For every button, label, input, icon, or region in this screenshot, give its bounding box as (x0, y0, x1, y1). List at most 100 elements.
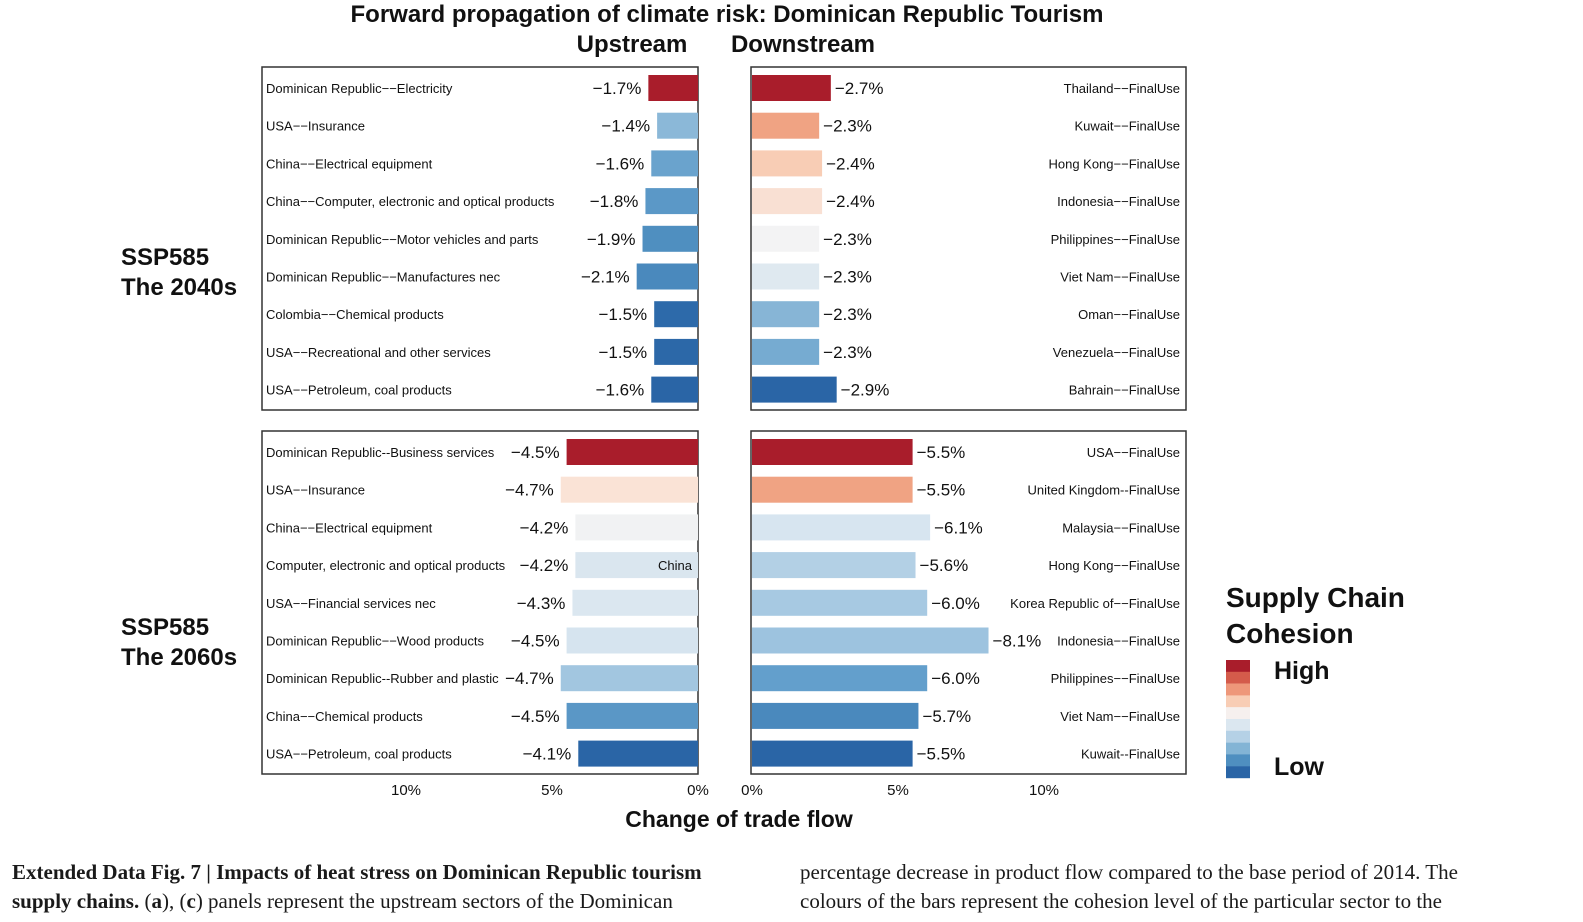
chart-title: Forward propagation of climate risk: Dom… (351, 1, 1104, 28)
downstream-region-label: Viet Nam−−FinalUse (1060, 270, 1180, 285)
upstream-column-label: Upstream (577, 31, 688, 58)
legend-swatch (1226, 660, 1250, 672)
legend-title-line2: Cohesion (1226, 618, 1354, 649)
downstream-region-label: Philippines−−FinalUse (1051, 671, 1180, 686)
upstream-sector-label: USA−−Insurance (266, 119, 365, 134)
legend-swatch (1226, 766, 1250, 779)
upstream-bar (636, 263, 698, 290)
downstream-value-label: −2.9% (841, 381, 890, 400)
downstream-region-label: Hong Kong−−FinalUse (1048, 156, 1180, 171)
upstream-value-label: −4.5% (511, 707, 560, 726)
upstream-value-label: −1.5% (599, 305, 648, 324)
downstream-bar (752, 476, 913, 503)
upstream-sector-label: China−−Computer, electronic and optical … (266, 194, 555, 209)
upstream-sector-label: Dominican Republic−−Manufactures nec (266, 270, 501, 285)
downstream-tick-label: 5% (887, 782, 909, 799)
caption-right: percentage decrease in product flow comp… (800, 858, 1560, 916)
downstream-bar (752, 150, 823, 177)
legend-swatch (1226, 707, 1250, 720)
upstream-sector-label: Dominican Republic--Business services (266, 445, 495, 460)
upstream-value-label: −4.1% (523, 745, 572, 764)
upstream-sector-label: USA−−Petroleum, coal products (266, 747, 452, 762)
upstream-value-label: −4.7% (505, 481, 554, 500)
downstream-region-label: Bahrain−−FinalUse (1069, 383, 1180, 398)
upstream-value-label: −4.2% (520, 556, 569, 575)
legend-swatch (1226, 754, 1250, 767)
upstream-value-label: −4.2% (520, 518, 569, 537)
downstream-value-label: −8.1% (993, 632, 1042, 651)
legend-swatch (1226, 730, 1250, 743)
caption-line2-bold: supply chains. (12, 889, 140, 913)
caption-right-line2: colours of the bars represent the cohesi… (800, 889, 1443, 913)
upstream-tick-label: 0% (687, 782, 709, 799)
scenario-label: SSP585 (121, 244, 209, 271)
x-axis-group: 10% 5% 0% 0% 5% 10% (391, 782, 1059, 799)
downstream-value-label: −5.6% (920, 556, 969, 575)
downstream-bar (752, 439, 913, 465)
upstream-tick-label: 5% (541, 782, 563, 799)
downstream-value-label: −6.0% (931, 669, 980, 688)
upstream-sector-label: USA−−Insurance (266, 483, 365, 498)
scenario-label: SSP585 (121, 614, 209, 641)
downstream-bar (752, 225, 820, 252)
caption-panel-c: c (186, 889, 196, 913)
downstream-value-label: −5.5% (917, 745, 966, 764)
upstream-bar (572, 589, 698, 616)
upstream-value-label: −1.8% (590, 192, 639, 211)
period-label: The 2040s (121, 274, 237, 301)
legend-swatch (1226, 695, 1250, 708)
upstream-bar (651, 376, 698, 403)
downstream-bar (752, 552, 916, 579)
upstream-bar (578, 740, 698, 767)
downstream-bar (752, 188, 823, 215)
downstream-region-label: Hong Kong−−FinalUse (1048, 558, 1180, 573)
downstream-value-label: −2.3% (823, 343, 872, 362)
downstream-value-label: −2.3% (823, 117, 872, 136)
legend-swatch (1226, 742, 1250, 755)
downstream-region-label: Thailand−−FinalUse (1064, 81, 1180, 96)
upstream-sector-label: Dominican Republic−−Motor vehicles and p… (266, 232, 539, 247)
downstream-region-label: Oman−−FinalUse (1078, 307, 1180, 322)
upstream-sector-label: China−−Electrical equipment (266, 156, 433, 171)
upstream-bar (566, 702, 698, 729)
upstream-sector-label: Dominican Republic−−Electricity (266, 81, 453, 96)
downstream-region-label: Indonesia−−FinalUse (1057, 634, 1180, 649)
upstream-bar (645, 188, 698, 215)
upstream-bar (560, 476, 698, 503)
downstream-value-label: −2.7% (835, 79, 884, 98)
downstream-value-label: −2.3% (823, 230, 872, 249)
upstream-sector-label: Dominican Republic--Rubber and plastic (266, 671, 499, 686)
downstream-value-label: −5.5% (917, 481, 966, 500)
downstream-bar (752, 702, 919, 729)
legend-high-label: High (1274, 657, 1330, 685)
downstream-value-label: −2.4% (826, 154, 875, 173)
downstream-bar (752, 627, 989, 654)
upstream-value-label: −1.7% (593, 79, 642, 98)
legend-low-label: Low (1274, 753, 1325, 781)
downstream-bar (752, 665, 928, 692)
upstream-bar (575, 514, 698, 541)
downstream-bar (752, 112, 820, 139)
downstream-panel-frame (750, 430, 1187, 775)
upstream-bar (648, 75, 698, 101)
downstream-value-label: −5.7% (922, 707, 971, 726)
downstream-bar (752, 740, 913, 767)
legend-swatch (1226, 719, 1250, 731)
downstream-bar (752, 514, 931, 541)
upstream-value-label: −1.9% (587, 230, 636, 249)
upstream-value-label: −1.6% (596, 154, 645, 173)
legend-swatch (1226, 671, 1250, 684)
caption-panel-a: a (151, 889, 162, 913)
downstream-panel-frame (750, 66, 1187, 411)
downstream-region-label: Kuwait−−FinalUse (1075, 119, 1181, 134)
caption-right-line1: percentage decrease in product flow comp… (800, 860, 1458, 884)
chart: Forward propagation of climate risk: Dom… (121, 1, 1405, 832)
legend-title-line1: Supply Chain (1226, 582, 1405, 613)
upstream-value-label: −4.7% (505, 669, 554, 688)
upstream-sector-label: China−−Electrical equipment (266, 520, 433, 535)
downstream-region-label: Philippines−−FinalUse (1051, 232, 1180, 247)
upstream-bar (642, 225, 698, 252)
upstream-bar (651, 150, 698, 177)
downstream-bar (752, 75, 831, 101)
upstream-sector-label: China−−Chemical products (266, 709, 423, 724)
